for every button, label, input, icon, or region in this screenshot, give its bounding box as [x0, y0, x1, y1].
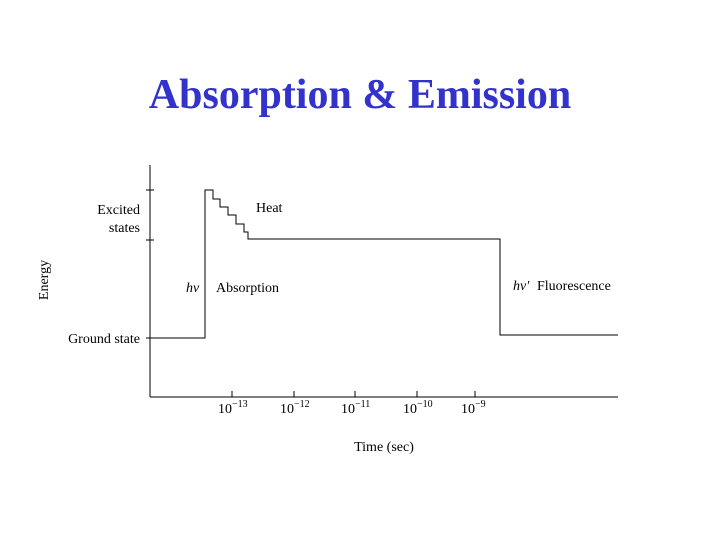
x-ticks: 10−13 10−12 10−11 10−10 10−9 [218, 391, 486, 417]
x-tick-label: 10−11 [341, 399, 370, 417]
tick-base: 10 [461, 402, 475, 417]
tick-exponent: −10 [417, 399, 433, 410]
tick-exponent: −9 [475, 399, 486, 410]
tick-exponent: −13 [232, 399, 248, 410]
tick-base: 10 [341, 402, 355, 417]
diagram: Energy Excited states Ground state Heat … [37, 165, 618, 455]
excited-label: states [109, 221, 140, 236]
x-tick-label: 10−9 [461, 399, 486, 417]
tick-exponent: −11 [355, 399, 370, 410]
tick-base: 10 [280, 402, 294, 417]
energy-trace [150, 189, 618, 339]
y-axis-label: Energy [37, 260, 52, 300]
heat-label: Heat [256, 201, 283, 216]
x-tick-label: 10−10 [403, 399, 433, 417]
x-axis-label: Time (sec) [354, 440, 414, 455]
absorption-symbol: hν [186, 281, 200, 296]
excited-label: Excited [97, 203, 140, 218]
absorption-label: Absorption [216, 281, 279, 296]
ground-label: Ground state [68, 332, 140, 347]
fluorescence-label: Fluorescence [537, 279, 611, 294]
x-tick-label: 10−12 [280, 399, 310, 417]
tick-exponent: −12 [294, 399, 310, 410]
slide-title: Absorption & Emission [149, 72, 571, 118]
x-tick-label: 10−13 [218, 399, 248, 417]
fluorescence-symbol: hν′ [513, 279, 530, 294]
tick-base: 10 [403, 402, 417, 417]
tick-base: 10 [218, 402, 232, 417]
